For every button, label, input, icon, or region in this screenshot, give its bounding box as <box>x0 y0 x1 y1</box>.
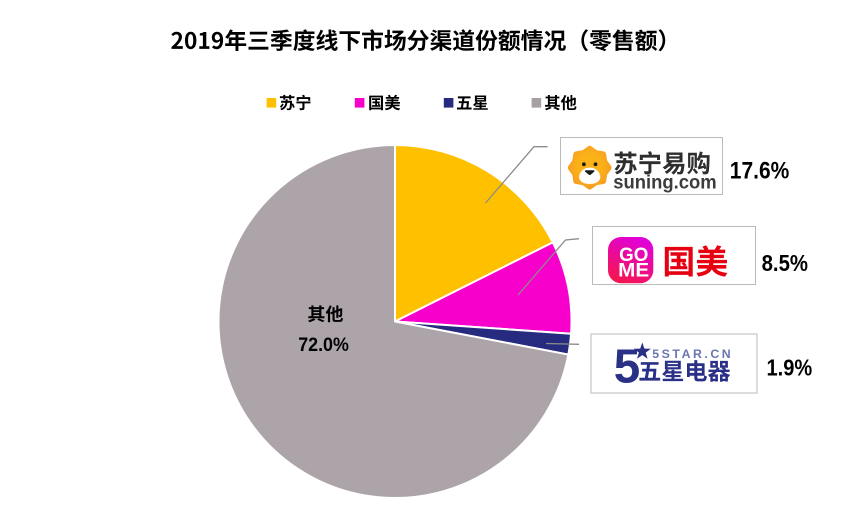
svg-text:8.5%: 8.5% <box>762 250 808 276</box>
svg-text:suning.com: suning.com <box>613 172 716 193</box>
svg-text:1.9%: 1.9% <box>767 355 813 381</box>
svg-text:5: 5 <box>614 340 641 393</box>
svg-text:17.6%: 17.6% <box>730 158 790 184</box>
svg-text:GO: GO <box>619 245 648 266</box>
svg-text:ME: ME <box>618 260 649 281</box>
svg-text:72.0%: 72.0% <box>298 334 349 356</box>
